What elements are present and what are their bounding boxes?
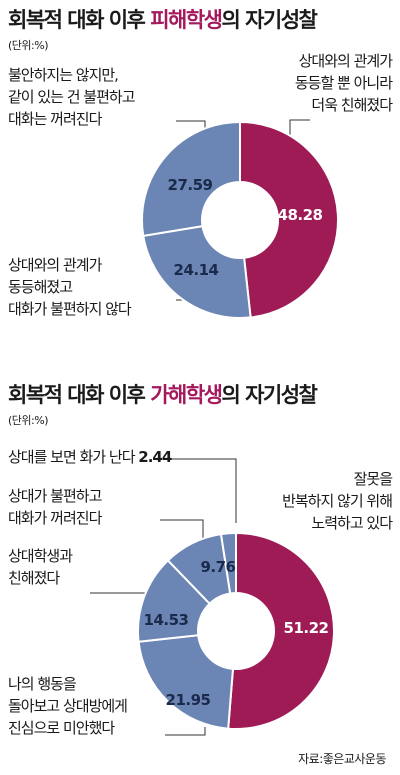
slice-label: 불안하지는 않지만, 같이 있는 건 불편하고 대화는 꺼려진다 [8,64,136,130]
donut-chart: 48.28 24.14 27.59 [141,119,339,319]
unit-label: (단위:%) [8,39,48,52]
donut-chart: 51.22 21.95 14.53 9.76 [90,458,335,736]
slice-value-label: 24.14 [174,261,219,279]
pie-slice [227,531,335,730]
leader-line [152,458,237,523]
slice-label-accent: 잘못을 반복하지 않기 위해 노력하고 있다 [282,468,393,534]
slice-value-label: 48.28 [278,206,323,224]
slice-label: 상대와의 관계가 동등해졌고 대화가 불편하지 않다 [8,254,132,320]
slice-label-accent: 상대와의 관계가 동등할 뿐 아니라 더욱 친해졌다 [294,50,393,116]
slice-label: 상대학생과 친해졌다 [8,545,73,589]
slice-value-label: 9.76 [200,558,235,576]
slice-label: 나의 행동을 돌아보고 상대방에게 진심으로 미안했다 [8,673,128,739]
slice-value: 2.44 [138,448,172,466]
pie-slice [142,225,252,319]
chart-title: 회복적 대화 이후 가해학생의 자기성찰 [8,383,318,407]
chart-victim: 회복적 대화 이후 피해학생의 자기성찰 (단위:%) 48.28 24.14 27… [0,0,400,355]
leader-line [165,727,206,736]
pie-slice [141,120,241,238]
pie-slice [239,120,339,319]
chart-offender: 회복적 대화 이후 가해학생의 자기성찰 (단위:%) 51.22 21.95 14… [0,375,400,775]
slice-label: 상대를 보면 화가 난다 2.44 [8,446,172,468]
slice-value-label: 51.22 [284,619,329,637]
slice-value-label: 27.59 [168,176,213,194]
source-note: 자료:좋은교사운동 [298,752,386,766]
slice-value-label: 14.53 [144,611,189,629]
pie-slice [137,634,235,730]
leader-line [160,519,204,540]
slice-value-label: 21.95 [166,691,211,709]
chart-title: 회복적 대화 이후 피해학생의 자기성찰 [8,8,318,32]
slice-label: 상대가 불편하고 대화가 꺼려진다 [8,485,102,529]
pie-slice [219,531,237,595]
unit-label: (단위:%) [8,414,48,427]
